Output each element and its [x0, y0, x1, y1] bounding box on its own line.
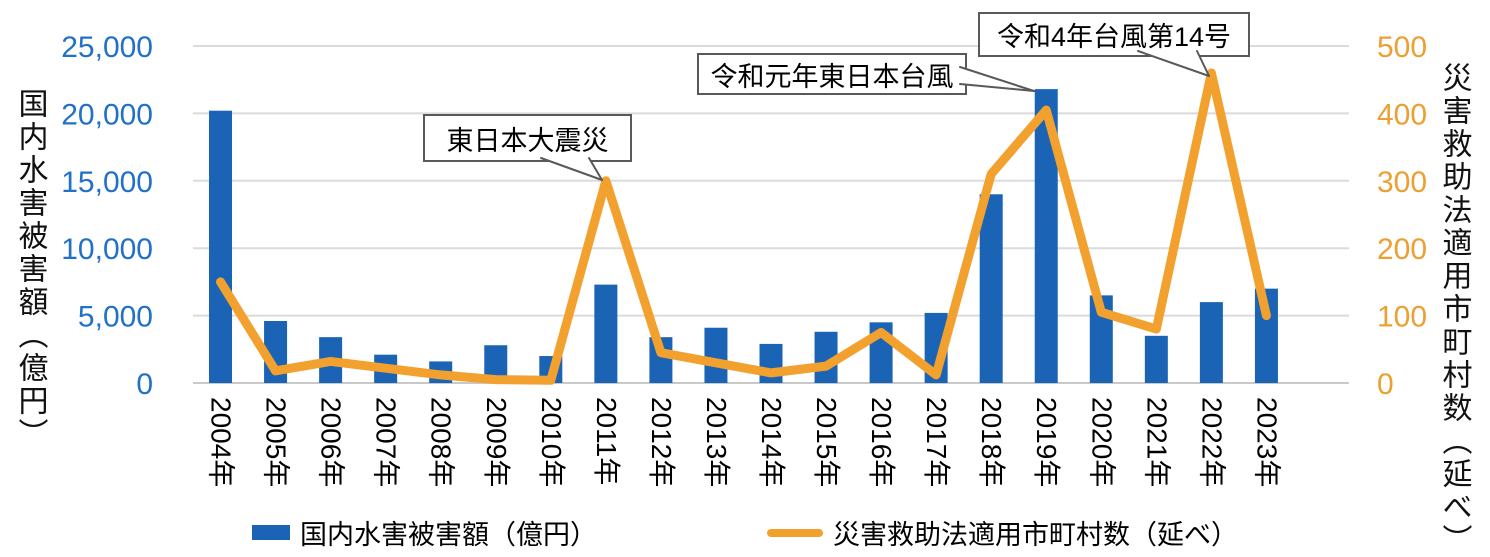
left-axis-tick-label: 25,000 [61, 31, 153, 64]
x-axis-label-2008年: 2008年 [426, 397, 457, 487]
x-axis-label-2006年: 2006年 [316, 397, 347, 487]
bar-2011年 [594, 284, 618, 383]
x-axis-label-2021年: 2021年 [1141, 397, 1172, 487]
annotation-reiwa1-east-japan-typhoon: 令和元年東日本台風 [697, 53, 967, 95]
left-axis-tick-label: 5,000 [78, 301, 153, 334]
bar-2018年 [979, 194, 1003, 383]
right-axis-tick-label: 0 [1377, 368, 1394, 401]
x-axis-label-2013年: 2013年 [701, 397, 732, 487]
bar-series-swatch [252, 525, 290, 540]
bar-2022年 [1199, 302, 1223, 383]
left-axis-title: 国内水害被害額（億円） [13, 88, 47, 451]
x-axis-label-2010年: 2010年 [536, 397, 567, 487]
bar-2004年 [209, 110, 233, 383]
bar-2021年 [1144, 335, 1168, 383]
left-axis-tick-label: 15,000 [61, 166, 153, 199]
left-axis-tick-label: 10,000 [61, 233, 153, 266]
x-axis-label-2005年: 2005年 [261, 397, 292, 487]
line-series-swatch [767, 528, 823, 537]
right-axis-tick-label: 100 [1377, 301, 1427, 334]
x-axis-label-2011年: 2011年 [591, 397, 622, 485]
right-axis-tick-label: 500 [1377, 31, 1427, 64]
annotation-great-east-japan-earthquake: 東日本大震災 [423, 114, 632, 162]
x-axis-label-2023年: 2023年 [1251, 397, 1282, 487]
x-axis-label-2009年: 2009年 [481, 397, 512, 487]
right-axis-tick-label: 300 [1377, 166, 1427, 199]
left-axis-tick-label: 0 [136, 368, 153, 401]
bar-2019年 [1034, 89, 1058, 384]
right-axis-tick-label: 400 [1377, 98, 1427, 131]
x-axis-label-2007年: 2007年 [371, 397, 402, 487]
x-axis-label-2016年: 2016年 [866, 397, 897, 487]
x-axis-label-2012年: 2012年 [646, 397, 677, 487]
left-axis-tick-label: 20,000 [61, 98, 153, 131]
legend-item-line-series: 災害救助法適用市町村数（延べ） [767, 513, 1238, 552]
legend-label-line-series: 災害救助法適用市町村数（延べ） [833, 520, 1238, 550]
x-axis-label-2004年: 2004年 [206, 397, 237, 487]
right-axis-tick-label: 200 [1377, 233, 1427, 266]
x-axis-label-2015年: 2015年 [811, 397, 842, 487]
legend-label-bar-series: 国内水害被害額（億円） [300, 520, 597, 550]
x-axis-label-2022年: 2022年 [1196, 397, 1227, 487]
x-axis-label-2017年: 2017年 [921, 397, 952, 487]
legend-item-bar-series: 国内水害被害額（億円） [252, 513, 597, 552]
bar-2023年 [1254, 288, 1278, 383]
x-axis-label-2018年: 2018年 [976, 397, 1007, 487]
x-axis-label-2019年: 2019年 [1031, 397, 1062, 487]
bar-2013年 [704, 327, 728, 383]
bar-2009年 [484, 345, 508, 383]
x-axis-label-2014年: 2014年 [756, 397, 787, 487]
annotation-reiwa4-typhoon-no14: 令和4年台風第14号 [978, 12, 1250, 57]
x-axis-label-2020年: 2020年 [1086, 397, 1117, 487]
right-axis-title: 災害救助法適用市町村数（延べ） [1437, 62, 1471, 557]
line-series-path [216, 68, 1271, 385]
legend: 国内水害被害額（億円） 災害救助法適用市町村数（延べ） [0, 513, 1490, 552]
